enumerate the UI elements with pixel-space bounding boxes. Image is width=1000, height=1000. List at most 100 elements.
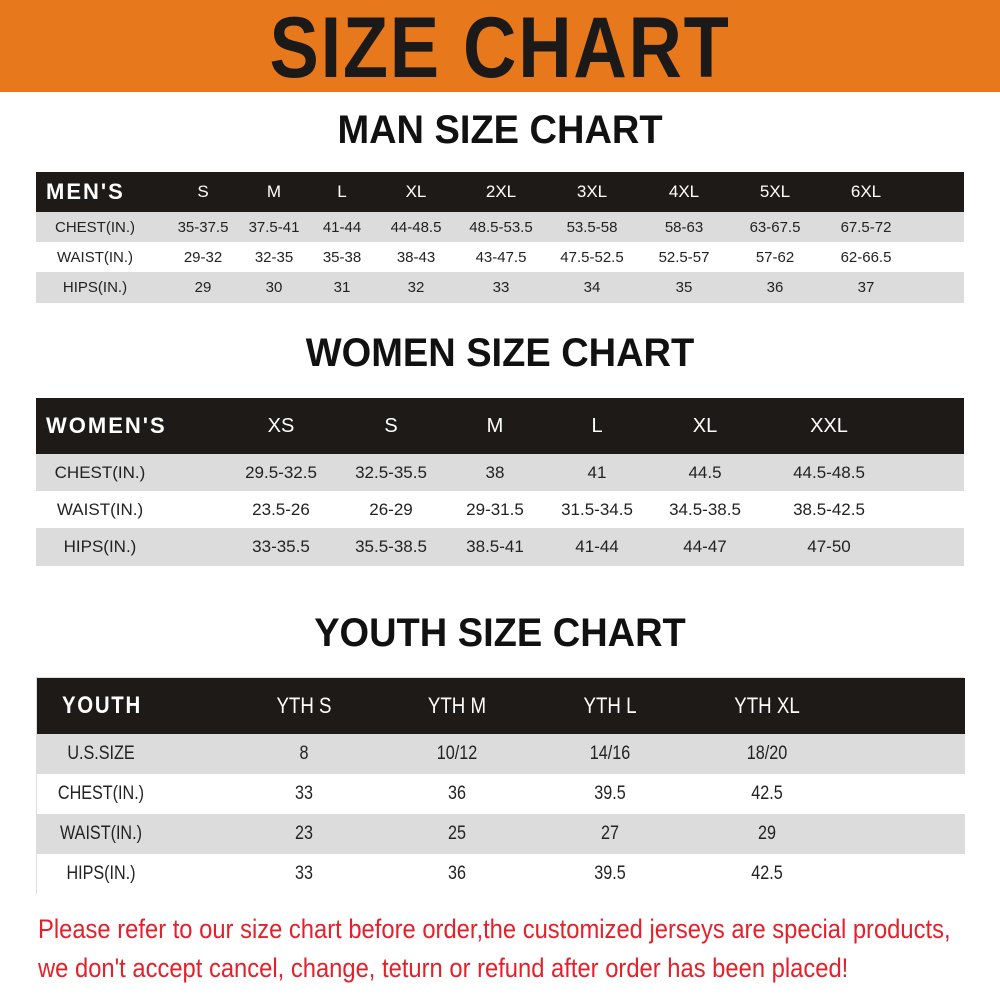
women-size-table: WOMEN'S XS S M L XL XXL CHEST(IN.) 29.5-32.5 32.5… — [36, 398, 964, 566]
table-cell: 38 — [485, 462, 505, 482]
table-cell: 35.5-38.5 — [355, 537, 427, 556]
table-cell: 35-37.5 — [177, 218, 229, 236]
size-column-header: YTH L — [583, 693, 637, 718]
table-row: CHEST(IN.) 35-37.5 37.5-41 41-44 44-48.5 48.5… — [36, 212, 964, 242]
table-cell: 41 — [587, 462, 607, 482]
size-column-header: M — [266, 182, 282, 201]
men-section-title: MAN SIZE CHART — [337, 108, 663, 152]
page-title: SIZE CHART — [269, 0, 731, 96]
table-cell: 29 — [758, 823, 776, 844]
table-cell: 37 — [857, 279, 875, 296]
table-cell: 32.5-35.5 — [355, 462, 427, 482]
table-cell: 18/20 — [746, 743, 788, 764]
table-cell: 39.5 — [594, 783, 626, 804]
table-cell: 31 — [333, 279, 351, 296]
table-row: CHEST(IN.) 33 36 39.5 42.5 — [37, 774, 965, 814]
table-cell: 62-66.5 — [840, 248, 892, 266]
table-cell: 36 — [448, 863, 466, 884]
row-label: CHEST(IN.) — [54, 462, 146, 482]
table-header-label: YOUTH — [62, 692, 142, 719]
size-column-header: XXL — [810, 414, 848, 437]
table-cell: 29 — [194, 279, 212, 296]
table-header-label: MEN'S — [46, 179, 125, 204]
table-cell: 32-35 — [254, 248, 294, 266]
table-cell: 23.5-26 — [252, 499, 310, 519]
table-cell: 31.5-34.5 — [561, 499, 633, 519]
size-column-header: XS — [267, 414, 295, 437]
table-cell: 29-31.5 — [466, 499, 524, 519]
table-cell: 44-48.5 — [390, 218, 442, 236]
table-cell: 34.5-38.5 — [669, 499, 741, 519]
table-cell: 43-47.5 — [475, 248, 527, 266]
row-label: WAIST(IN.) — [60, 823, 142, 844]
table-cell: 30 — [265, 279, 283, 296]
table-row: HIPS(IN.) 29 30 31 32 33 34 35 36 37 — [36, 272, 964, 303]
table-cell: 57-62 — [755, 248, 795, 266]
table-row: WAIST(IN.) 29-32 32-35 35-38 38-43 43-47.5 47.… — [36, 242, 964, 272]
table-cell: 10/12 — [436, 743, 478, 764]
table-cell: 41-44 — [322, 218, 362, 236]
table-row: U.S.SIZE 8 10/12 14/16 18/20 — [37, 734, 965, 774]
table-row: HIPS(IN.) 33-35.5 35.5-38.5 38.5-41 41-44 44-… — [36, 528, 964, 566]
size-column-header: 4XL — [668, 182, 700, 201]
table-cell: 35 — [675, 279, 693, 296]
table-cell: 8 — [299, 743, 309, 764]
table-cell: 25 — [448, 823, 466, 844]
table-cell: 29-32 — [183, 248, 223, 266]
table-cell: 33-35.5 — [252, 537, 310, 556]
table-cell: 26-29 — [369, 499, 413, 519]
size-column-header: L — [591, 414, 603, 437]
table-cell: 37.5-41 — [248, 218, 300, 236]
table-cell: 32 — [407, 279, 425, 296]
table-cell: 35-38 — [322, 248, 362, 266]
table-cell: 44-47 — [683, 537, 727, 556]
notice-line-1: Please refer to our size chart before or… — [38, 914, 951, 944]
youth-header-row: YOUTH YTH S YTH M YTH L YTH XL — [37, 678, 965, 734]
table-cell: 58-63 — [664, 218, 704, 236]
table-cell: 23 — [295, 823, 313, 844]
table-cell: 33 — [295, 783, 313, 804]
row-label: WAIST(IN.) — [56, 499, 144, 519]
row-label: U.S.SIZE — [67, 743, 135, 764]
table-row: WAIST(IN.) 23 25 27 29 — [37, 814, 965, 854]
table-cell: 38.5-42.5 — [793, 499, 865, 519]
size-column-header: YTH S — [276, 693, 332, 718]
table-cell: 63-67.5 — [749, 218, 801, 236]
row-label: HIPS(IN.) — [63, 537, 137, 556]
table-cell: 41-44 — [575, 537, 619, 556]
size-column-header: YTH M — [427, 693, 487, 718]
size-column-header: 3XL — [576, 182, 608, 201]
size-column-header: XL — [405, 182, 427, 201]
table-cell: 42.5 — [751, 863, 783, 884]
women-header-row: WOMEN'S XS S M L XL XXL — [36, 398, 964, 454]
table-header-label: WOMEN'S — [46, 413, 167, 438]
table-cell: 47.5-52.5 — [560, 248, 624, 266]
table-cell: 36 — [448, 783, 466, 804]
row-label: WAIST(IN.) — [56, 248, 134, 266]
table-cell: 14/16 — [589, 743, 631, 764]
row-label: CHEST(IN.) — [57, 783, 145, 804]
table-cell: 38.5-41 — [466, 537, 524, 556]
size-column-header: M — [486, 414, 504, 437]
table-cell: 33 — [295, 863, 313, 884]
table-cell: 52.5-57 — [658, 248, 710, 266]
table-row: WAIST(IN.) 23.5-26 26-29 29-31.5 31.5-34.5 34… — [36, 491, 964, 528]
row-label: CHEST(IN.) — [55, 218, 135, 236]
table-cell: 53.5-58 — [566, 218, 618, 236]
table-cell: 34 — [583, 279, 601, 296]
size-column-header: 6XL — [850, 182, 882, 201]
size-column-header: YTH XL — [734, 693, 800, 718]
size-column-header: 5XL — [759, 182, 791, 201]
header-banner: SIZE CHART — [0, 0, 1000, 92]
table-cell: 44.5-48.5 — [793, 462, 865, 482]
size-column-header: S — [384, 414, 398, 437]
men-size-table: MEN'S S M L XL 2XL 3XL 4XL 5XL 6XL CHEST(IN.) 35-37… — [36, 172, 964, 303]
table-cell: 29.5-32.5 — [245, 462, 317, 482]
size-column-header: 2XL — [485, 182, 517, 201]
row-label: HIPS(IN.) — [62, 279, 128, 296]
table-cell: 33 — [492, 279, 510, 296]
youth-section-title: YOUTH SIZE CHART — [314, 611, 686, 655]
table-cell: 44.5 — [688, 462, 722, 482]
table-cell: 36 — [766, 279, 784, 296]
table-cell: 38-43 — [396, 248, 436, 266]
